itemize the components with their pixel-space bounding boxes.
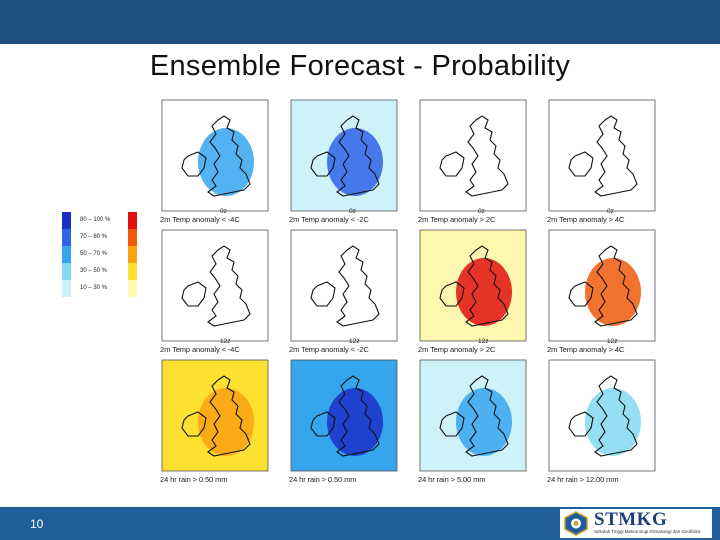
legend-label: 10 – 30 % bbox=[80, 280, 110, 297]
uk-map bbox=[418, 358, 528, 473]
legend-swatch bbox=[62, 280, 71, 297]
panel-hour: 0z bbox=[478, 208, 485, 215]
header-bar bbox=[0, 0, 720, 44]
panel-caption: 2m Temp anomaly < -2C bbox=[289, 345, 411, 354]
forecast-map-panel: 0z 2m Temp anomaly > 2C bbox=[418, 98, 540, 233]
legend-swatch bbox=[128, 212, 137, 229]
uk-map bbox=[547, 358, 657, 473]
panel-hour: 12z bbox=[220, 338, 230, 345]
emblem-icon bbox=[563, 511, 589, 536]
uk-map bbox=[289, 358, 399, 473]
uk-map bbox=[547, 228, 657, 343]
forecast-map-panel: 0z 2m Temp anomaly < -2C bbox=[289, 98, 411, 233]
uk-map bbox=[289, 228, 399, 343]
probability-area bbox=[198, 258, 254, 326]
legend-swatch bbox=[62, 263, 71, 280]
page-number: 10 bbox=[30, 517, 43, 531]
legend-label: 30 – 50 % bbox=[80, 263, 110, 280]
logo-text: STMKG bbox=[594, 509, 667, 531]
panel-caption: 2m Temp anomaly > 2C bbox=[418, 215, 540, 224]
forecast-map-panel: 24 hr rain > 5.00 mm bbox=[418, 358, 540, 493]
legend-swatch bbox=[62, 246, 71, 263]
logo-subtitle: Sekolah Tinggi Meteorologi Klimatologi d… bbox=[594, 529, 710, 534]
forecast-map-panel: 12z 2m Temp anomaly > 2C bbox=[418, 228, 540, 363]
legend-swatch bbox=[128, 246, 137, 263]
uk-map bbox=[289, 98, 399, 213]
probability-area bbox=[327, 128, 383, 196]
forecast-map-panel: 12z 2m Temp anomaly > 4C bbox=[547, 228, 669, 363]
legend-label: 50 – 70 % bbox=[80, 246, 110, 263]
uk-map bbox=[418, 98, 528, 213]
slide-title: Ensemble Forecast - Probability bbox=[0, 50, 720, 83]
panel-caption: 2m Temp anomaly < -4C bbox=[160, 215, 282, 224]
uk-map bbox=[160, 98, 270, 213]
probability-area bbox=[456, 258, 512, 326]
probability-area bbox=[198, 388, 254, 456]
panel-hour: 12z bbox=[349, 338, 359, 345]
panel-caption: 24 hr rain > 5.00 mm bbox=[418, 475, 540, 484]
uk-map bbox=[160, 228, 270, 343]
panel-hour: 0z bbox=[607, 208, 614, 215]
legend-label: 80 – 100 % bbox=[80, 212, 110, 229]
forecast-map-panel: 0z 2m Temp anomaly < -4C bbox=[160, 98, 282, 233]
panel-hour: 0z bbox=[220, 208, 227, 215]
panel-caption: 2m Temp anomaly < -4C bbox=[160, 345, 282, 354]
panel-caption: 2m Temp anomaly > 2C bbox=[418, 345, 540, 354]
panel-caption: 2m Temp anomaly > 4C bbox=[547, 345, 669, 354]
legend-swatch bbox=[62, 229, 71, 246]
uk-map bbox=[418, 228, 528, 343]
uk-map bbox=[547, 98, 657, 213]
stmkg-logo: STMKG Sekolah Tinggi Meteorologi Klimato… bbox=[560, 509, 712, 538]
legend-labels: 80 – 100 % 70 – 80 % 50 – 70 % 30 – 50 %… bbox=[80, 212, 110, 297]
legend-label: 70 – 80 % bbox=[80, 229, 110, 246]
panel-hour: 0z bbox=[349, 208, 356, 215]
probability-area bbox=[585, 258, 641, 326]
blue-scale-legend bbox=[62, 212, 71, 297]
forecast-map-panel: 24 hr rain > 0.50 mm bbox=[289, 358, 411, 493]
forecast-map-panel: 12z 2m Temp anomaly < -2C bbox=[289, 228, 411, 363]
forecast-map-panel: 24 hr rain > 0.50 mm bbox=[160, 358, 282, 493]
legend-swatch bbox=[128, 280, 137, 297]
legend-swatch bbox=[128, 229, 137, 246]
legend-swatch bbox=[128, 263, 137, 280]
panel-caption: 2m Temp anomaly > 4C bbox=[547, 215, 669, 224]
panel-caption: 24 hr rain > 0.50 mm bbox=[289, 475, 411, 484]
probability-area bbox=[327, 258, 383, 326]
forecast-map-panel: 12z 2m Temp anomaly < -4C bbox=[160, 228, 282, 363]
uk-map bbox=[160, 358, 270, 473]
warm-scale-legend bbox=[128, 212, 137, 297]
forecast-map-panel: 0z 2m Temp anomaly > 4C bbox=[547, 98, 669, 233]
panel-caption: 24 hr rain > 0.50 mm bbox=[160, 475, 282, 484]
forecast-map-panel: 24 hr rain > 12.00 mm bbox=[547, 358, 669, 493]
probability-area bbox=[456, 388, 512, 456]
probability-area bbox=[456, 128, 512, 196]
probability-area bbox=[585, 388, 641, 456]
panel-caption: 24 hr rain > 12.00 mm bbox=[547, 475, 669, 484]
panel-hour: 12z bbox=[607, 338, 617, 345]
legend-swatch bbox=[62, 212, 71, 229]
probability-area bbox=[585, 128, 641, 196]
probability-area bbox=[198, 128, 254, 196]
panel-caption: 2m Temp anomaly < -2C bbox=[289, 215, 411, 224]
probability-area bbox=[327, 388, 383, 456]
panel-hour: 12z bbox=[478, 338, 488, 345]
